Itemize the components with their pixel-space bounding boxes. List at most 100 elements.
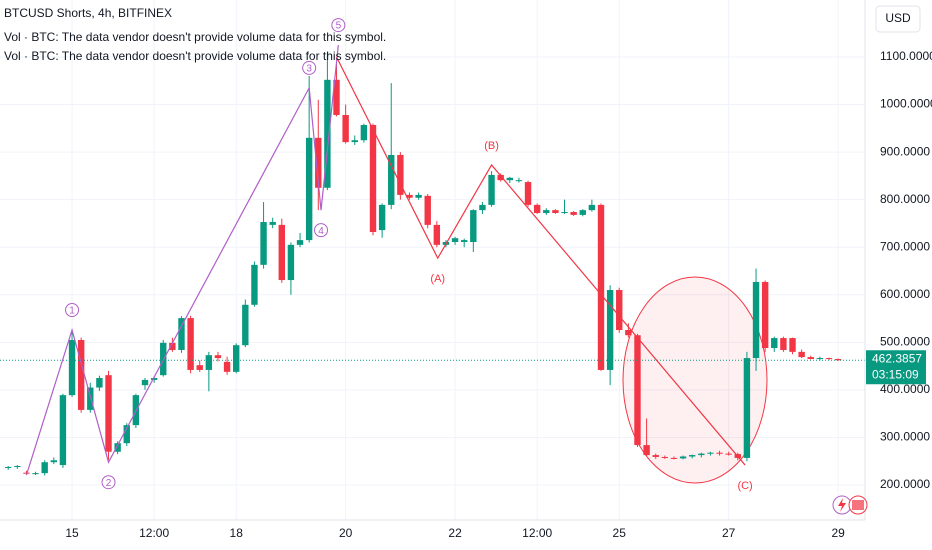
candle-body	[114, 443, 121, 452]
candle-body	[305, 137, 313, 241]
y-tick-label: 300.0000	[880, 430, 930, 444]
wave-label: 3	[306, 64, 312, 75]
candle-body	[725, 453, 732, 455]
candle-body	[187, 318, 194, 370]
candle-body	[515, 180, 523, 182]
candle-body	[269, 222, 276, 225]
wave-label: 2	[106, 478, 112, 489]
wave-label: (C)	[737, 480, 752, 492]
candle-body	[278, 224, 285, 281]
candle-body	[761, 281, 769, 349]
candle-body	[652, 455, 659, 457]
candle-body	[670, 457, 678, 459]
flag-icon-body	[852, 500, 864, 510]
wave-label: 4	[318, 226, 324, 237]
y-tick-label: 600.0000	[880, 287, 930, 301]
y-tick-label: 800.0000	[880, 192, 930, 206]
wave-label: (A)	[430, 273, 445, 285]
candle-body	[233, 345, 240, 372]
candle-body	[260, 222, 267, 265]
candle-body	[32, 473, 39, 475]
candle-body	[96, 378, 103, 388]
candle-body	[451, 238, 459, 242]
candle-body	[150, 378, 158, 380]
candle-body	[5, 466, 12, 468]
wave-label-circle	[101, 475, 116, 490]
candle-body	[315, 137, 322, 188]
candle-body	[579, 210, 586, 215]
wave-label-circle	[314, 223, 329, 238]
candle-body	[488, 174, 495, 205]
candle-body	[397, 154, 404, 195]
currency[interactable]: USD	[885, 11, 911, 25]
candle-body	[606, 290, 614, 370]
candle-body	[798, 351, 805, 358]
candle-body	[251, 264, 258, 305]
candle-body	[214, 355, 222, 359]
y-tick-label: 400.0000	[880, 382, 930, 396]
plot: 1 2 3 4 5 (A) (B) (C)	[0, 18, 865, 492]
candle-body	[369, 124, 377, 233]
candle-body	[223, 361, 231, 372]
candle-body	[743, 358, 751, 458]
y-tick-label: 200.0000	[880, 477, 930, 491]
candle-body	[543, 210, 550, 213]
x-tick-label: 12:00	[139, 526, 169, 540]
candle-body	[360, 124, 368, 141]
legend-line: Vol · BTC: The data vendor doesn't provi…	[4, 49, 386, 63]
wave-label-circle	[302, 60, 317, 75]
last-price-box	[866, 350, 926, 385]
y-tick-label: 900.0000	[880, 144, 930, 158]
currency-button[interactable]	[875, 5, 921, 33]
candle-body	[287, 244, 295, 281]
candle-body	[689, 455, 696, 457]
candle-body	[661, 456, 669, 458]
x-tick-label: 25	[613, 526, 627, 540]
candle-body	[780, 338, 787, 350]
candle-body	[834, 359, 842, 361]
candle-body	[196, 365, 203, 370]
candle-body	[570, 212, 577, 215]
chart-title: BTCUSD Shorts, 4h, BITFINEX	[4, 6, 172, 20]
candle-body	[597, 204, 605, 370]
candle-body	[816, 358, 824, 360]
x-tick-label: 12:00	[522, 526, 552, 540]
highlight-ellipse	[622, 276, 768, 484]
candle-body	[388, 154, 395, 205]
candle-body	[14, 466, 21, 468]
candle-body	[588, 204, 596, 211]
x-tick-label: 27	[722, 526, 736, 540]
candle-body	[807, 357, 814, 360]
candle-body	[533, 204, 541, 213]
candle-body	[68, 339, 76, 396]
candle-body	[506, 177, 513, 181]
wave-label: 5	[336, 21, 342, 32]
wave-label: 1	[69, 306, 75, 317]
candle-body	[716, 452, 723, 454]
candle-body	[825, 358, 833, 360]
candle-body	[479, 204, 486, 211]
candle-body	[77, 339, 85, 410]
candle-body	[679, 456, 687, 459]
candle-body	[342, 115, 349, 143]
candle-body	[296, 240, 304, 245]
candle-body	[698, 453, 705, 456]
y-tick-label: 500.0000	[880, 335, 930, 349]
x-tick-label: 18	[230, 526, 244, 540]
candle-body	[41, 462, 48, 474]
candle-body	[59, 395, 67, 466]
candle-body	[50, 460, 57, 463]
wave-label-circle	[65, 302, 80, 317]
candle-body	[561, 212, 568, 214]
legend-line: Vol · BTC: The data vendor doesn't provi…	[4, 30, 386, 44]
candle-body	[324, 79, 331, 188]
x-tick-label: 20	[339, 526, 353, 540]
wave-label-circle	[331, 18, 346, 33]
candle-body	[524, 182, 532, 205]
candle-body	[105, 375, 112, 452]
candle-body	[415, 194, 422, 198]
x-tick-label: 15	[65, 526, 79, 540]
candle-body	[707, 452, 714, 454]
candle-body	[616, 290, 623, 330]
